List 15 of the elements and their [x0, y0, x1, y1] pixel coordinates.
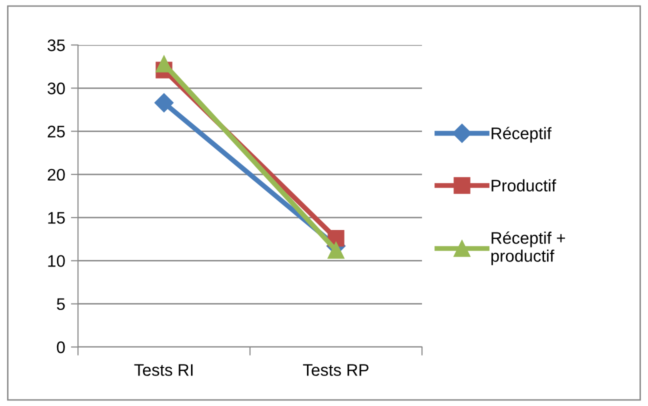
y-tick-label: 25	[48, 126, 65, 138]
y-tick-label: 30	[48, 82, 65, 94]
legend-label: Réceptif + productif	[491, 231, 566, 266]
point	[156, 56, 172, 72]
legend-label: Réceptif	[492, 126, 552, 143]
point	[154, 93, 174, 112]
y-tick-label: 35	[48, 39, 65, 52]
y-tick-label: 0	[56, 341, 65, 354]
x-tick-label: Tests RI	[134, 364, 193, 376]
y-tick-label: 15	[48, 212, 65, 224]
y-tick-label: 10	[48, 255, 65, 267]
legend-label: Productif	[492, 179, 556, 192]
y-tick-label: 20	[48, 168, 65, 181]
x-tick-label: Tests RP	[303, 364, 368, 376]
y-tick-label: 5	[56, 298, 65, 310]
